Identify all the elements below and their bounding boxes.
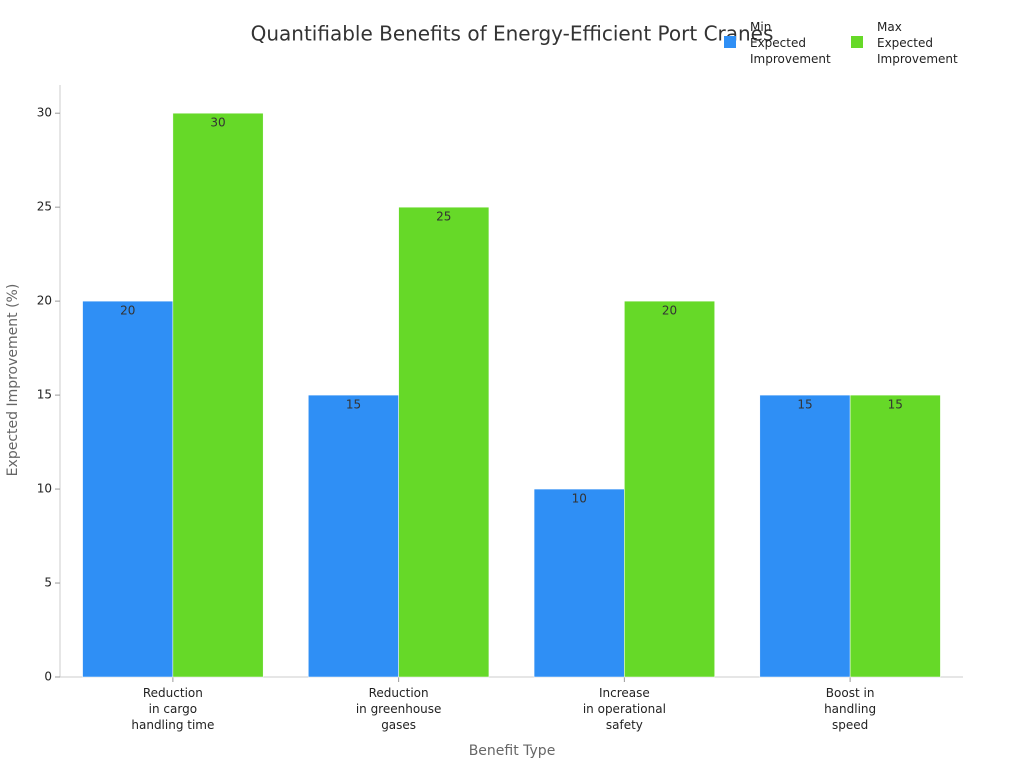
data-label: 15 xyxy=(797,398,812,412)
y-tick-label: 30 xyxy=(37,106,52,120)
bar xyxy=(759,394,851,678)
y-tick-label: 10 xyxy=(37,482,52,496)
bar xyxy=(82,300,174,678)
x-tick-label: Boost in handling speed xyxy=(824,686,877,732)
data-label: 25 xyxy=(436,210,451,224)
y-tick-label: 25 xyxy=(37,200,52,214)
data-label: 15 xyxy=(346,398,361,412)
y-tick-label: 20 xyxy=(37,294,52,308)
y-tick-label: 15 xyxy=(37,388,52,402)
bar xyxy=(624,300,715,678)
x-tick-label: Increase in operational safety xyxy=(582,686,666,732)
data-label: 20 xyxy=(120,304,135,318)
y-tick-label: 5 xyxy=(44,576,52,590)
y-tick-label: 0 xyxy=(44,670,52,684)
bar xyxy=(398,206,490,678)
data-label: 15 xyxy=(888,398,903,412)
bar xyxy=(308,394,399,678)
data-label: 30 xyxy=(210,116,225,130)
bar xyxy=(849,394,941,678)
bar xyxy=(172,112,264,678)
legend-label: Min Expected Improvement xyxy=(750,20,831,66)
data-label: 10 xyxy=(572,492,587,506)
y-axis-label: Expected Improvement (%) xyxy=(5,284,21,477)
legend-swatch xyxy=(851,36,863,48)
x-tick-label: Reduction in cargo handling time xyxy=(131,686,215,732)
data-label: 20 xyxy=(662,304,677,318)
legend-swatch xyxy=(724,36,736,48)
chart-title: Quantifiable Benefits of Energy-Efficien… xyxy=(251,22,774,46)
x-tick-label: Reduction in greenhouse gases xyxy=(355,686,442,732)
legend-label: Max Expected Improvement xyxy=(877,20,958,66)
x-axis-label: Benefit Type xyxy=(469,743,556,759)
bar xyxy=(533,488,625,678)
